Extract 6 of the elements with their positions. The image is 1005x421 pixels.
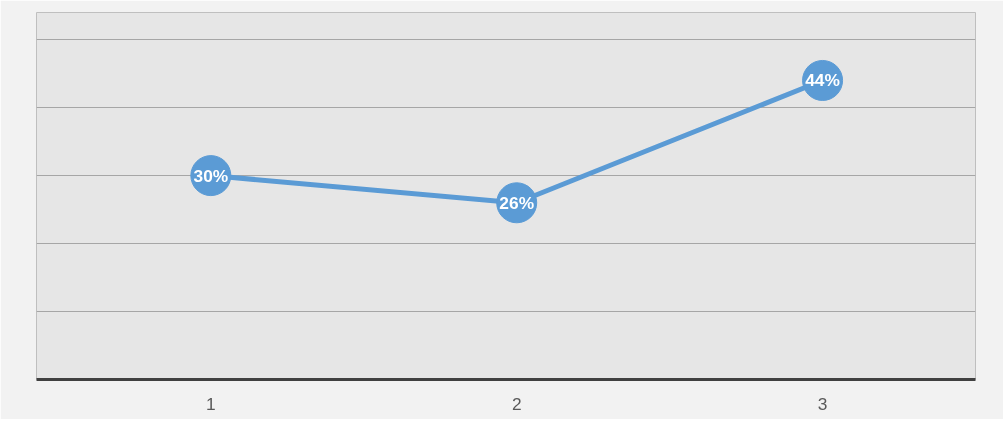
x-tick-label: 3: [817, 393, 828, 414]
data-label: 30%: [193, 165, 229, 186]
data-label: 44%: [805, 70, 840, 91]
x-tick-label: 1: [206, 393, 216, 414]
x-tick-label: 2: [511, 393, 522, 414]
data-label: 26%: [499, 192, 535, 213]
